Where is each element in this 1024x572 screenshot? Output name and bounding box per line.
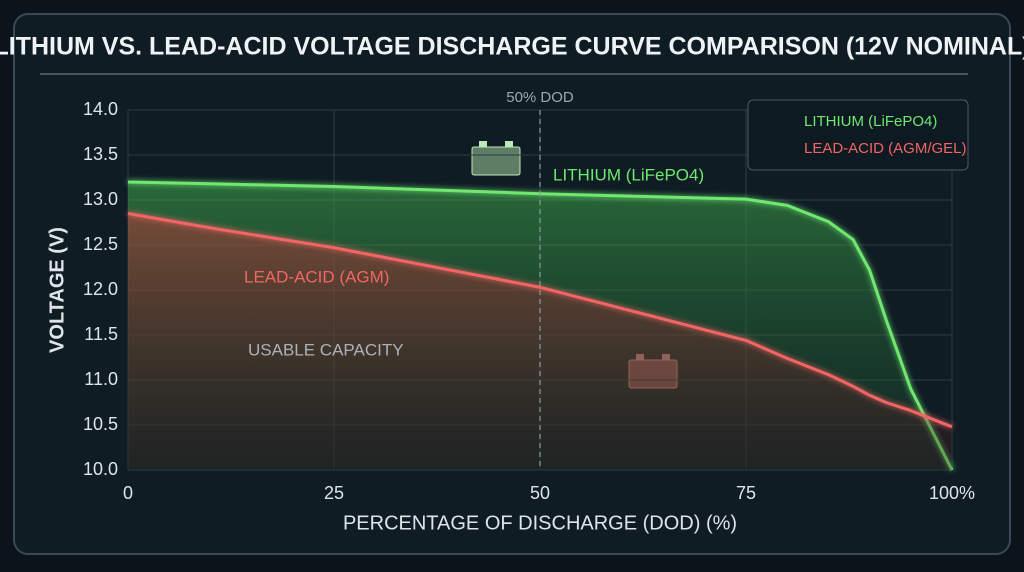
y-tick-label: 14.0: [83, 99, 118, 119]
annotation: USABLE CAPACITY: [248, 340, 404, 359]
annotation: LEAD-ACID (AGM): [244, 267, 389, 286]
y-tick-label: 11.5: [84, 324, 118, 344]
y-tick-label: 10.5: [83, 414, 118, 434]
legend-box: [747, 99, 969, 171]
x-tick-label: 25: [324, 483, 344, 503]
line: [127, 180, 954, 471]
x-tick-label: 75: [736, 483, 756, 503]
area: [128, 213, 952, 470]
y-axis-label: VOLTAGE (V): [46, 227, 68, 353]
y-tick-label: 11.0: [84, 369, 118, 389]
x-tick-label: 50: [530, 483, 550, 503]
battery-icon: [471, 141, 521, 176]
y-tick-label: 13.5: [83, 144, 118, 164]
chart-title: LITHIUM VS. LEAD-ACID VOLTAGE DISCHARGE …: [0, 33, 1024, 61]
legend-label: LEAD-ACID (AGM/GEL): [804, 140, 967, 157]
y-tick-label: 12.0: [83, 279, 118, 299]
y-tick-label: 12.5: [83, 234, 118, 254]
y-tick-label: 13.0: [83, 189, 118, 209]
x-tick-label: 100%: [929, 483, 975, 503]
x-axis-label: PERCENTAGE OF DISCHARGE (DOD) (%): [343, 512, 737, 534]
y-tick-label: 10.0: [83, 459, 118, 479]
reference-label: 50% DOD: [506, 89, 574, 106]
line: [127, 212, 953, 429]
x-tick-label: 0: [123, 483, 133, 503]
legend-label: LITHIUM (LiFePO4): [804, 113, 937, 130]
annotation: LITHIUM (LiFePO4): [553, 165, 704, 184]
